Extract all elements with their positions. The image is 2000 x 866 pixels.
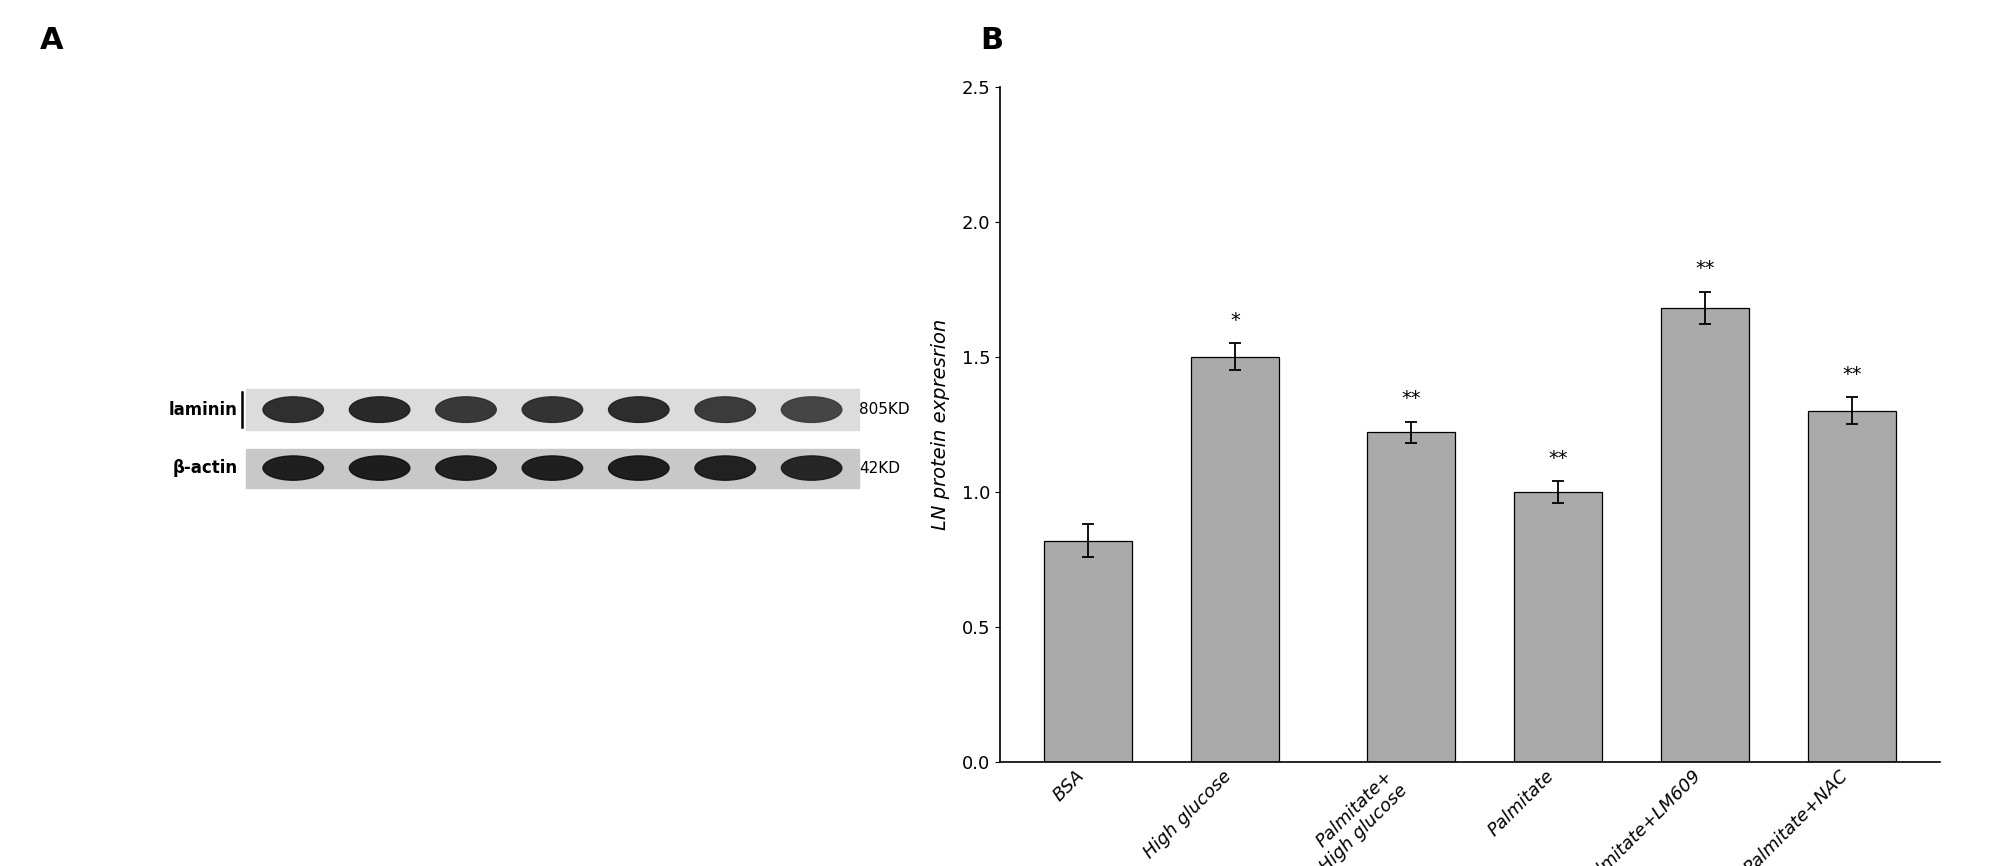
Bar bbox=[1660, 308, 1750, 762]
Ellipse shape bbox=[608, 397, 670, 423]
Bar bbox=[246, 390, 860, 430]
Ellipse shape bbox=[782, 456, 842, 481]
Bar bbox=[1190, 357, 1280, 762]
Text: **: ** bbox=[1548, 449, 1568, 468]
Text: 42KD: 42KD bbox=[860, 461, 900, 475]
Text: **: ** bbox=[1696, 260, 1714, 279]
Text: laminin: laminin bbox=[168, 401, 238, 418]
Ellipse shape bbox=[262, 397, 324, 423]
Text: B: B bbox=[980, 26, 1004, 55]
Ellipse shape bbox=[694, 397, 756, 423]
Bar bbox=[246, 449, 860, 488]
Text: *: * bbox=[1230, 311, 1240, 330]
Text: **: ** bbox=[1842, 365, 1862, 384]
Ellipse shape bbox=[436, 397, 496, 423]
Bar bbox=[1368, 432, 1456, 762]
Ellipse shape bbox=[262, 456, 324, 481]
Text: 805KD: 805KD bbox=[860, 402, 910, 417]
Bar bbox=[1514, 492, 1602, 762]
Text: **: ** bbox=[1402, 389, 1420, 408]
Bar bbox=[1044, 540, 1132, 762]
Ellipse shape bbox=[608, 456, 670, 481]
Ellipse shape bbox=[694, 456, 756, 481]
Ellipse shape bbox=[350, 456, 410, 481]
Ellipse shape bbox=[350, 397, 410, 423]
Text: A: A bbox=[40, 26, 64, 55]
Ellipse shape bbox=[522, 397, 582, 423]
Bar bbox=[1808, 410, 1896, 762]
Ellipse shape bbox=[522, 456, 582, 481]
Ellipse shape bbox=[782, 397, 842, 423]
Text: β-actin: β-actin bbox=[172, 459, 238, 477]
Ellipse shape bbox=[436, 456, 496, 481]
Y-axis label: LN protein expresrion: LN protein expresrion bbox=[932, 319, 950, 530]
